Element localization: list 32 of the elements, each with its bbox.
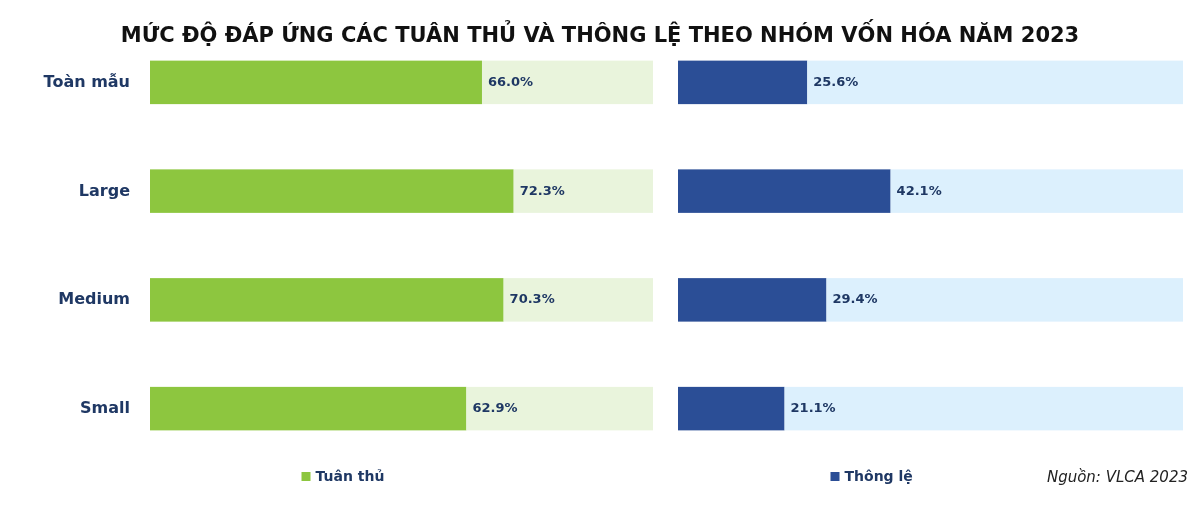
data-label: 70.3% <box>509 291 555 307</box>
bar <box>678 278 827 322</box>
y-tick-label: Small <box>80 398 130 418</box>
data-label: 21.1% <box>790 400 836 416</box>
bar <box>890 169 1183 213</box>
bar <box>826 278 1183 322</box>
data-label: 66.0% <box>487 73 534 89</box>
y-tick-label: Toàn mẫu <box>43 71 130 91</box>
bar <box>150 60 482 105</box>
legend-label: Tuân thủ <box>315 468 385 484</box>
bar <box>481 60 653 105</box>
bar <box>466 386 653 431</box>
bar <box>784 386 1183 431</box>
bar <box>678 169 891 213</box>
data-label: 25.6% <box>813 73 859 89</box>
bar <box>678 60 808 105</box>
data-label: 42.1% <box>896 182 942 198</box>
y-tick-label: Large <box>78 180 131 200</box>
data-label: 62.9% <box>472 400 518 416</box>
y-tick-label: Medium <box>58 289 130 309</box>
bar <box>150 386 467 431</box>
data-label: 29.4% <box>832 291 878 307</box>
bar <box>513 169 653 213</box>
legend-label: Thông lệ <box>844 468 913 484</box>
chart-title: MỨC ĐỘ ĐÁP ỨNG CÁC TUÂN THỦ VÀ THÔNG LỆ THEO NHÓM VỐN HÓA NĂM 2023 <box>120 19 1080 47</box>
bar <box>150 278 504 322</box>
data-label: 72.3% <box>519 182 565 198</box>
bar <box>503 278 653 322</box>
bar <box>150 169 514 213</box>
text: Nguồn: VLCA 2023 <box>1046 467 1188 486</box>
bar <box>807 60 1183 105</box>
bar <box>678 386 785 431</box>
